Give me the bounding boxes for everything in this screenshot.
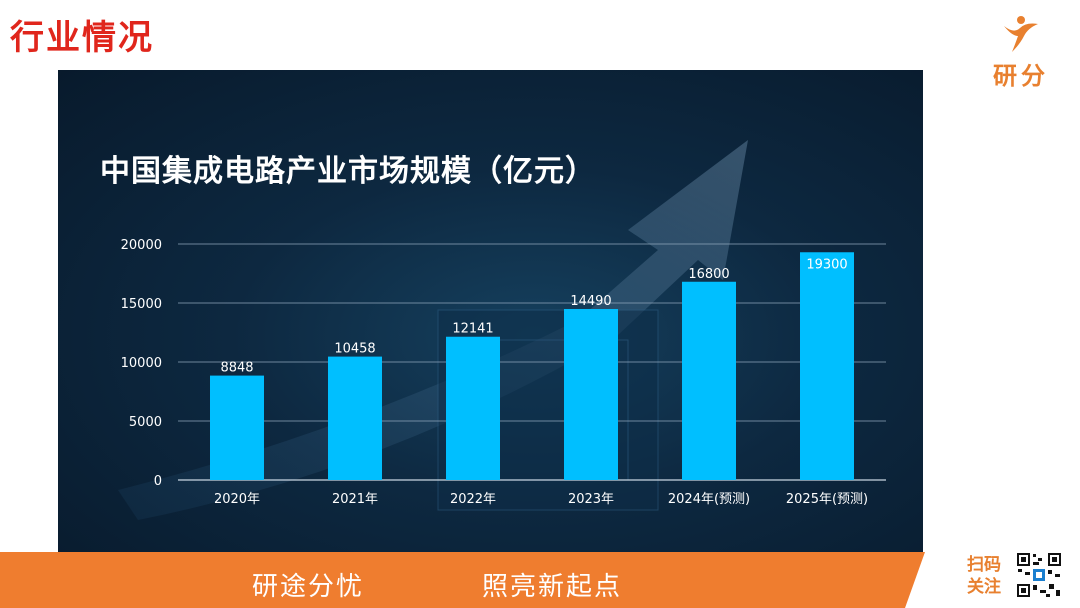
data-label: 12141 [452,322,493,337]
bar-chart: 0 5000 10000 15000 20000 8848 2020年 10458 2021年 1… [121,238,886,507]
y-tick-label: 15000 [121,297,162,312]
page-title: 行业情况 [10,18,154,58]
chart-panel: 中国集成电路产业市场规模（亿元） 0 5000 10000 15000 20000 884… [58,70,923,554]
bar [564,309,618,480]
x-tick-label: 2023年 [568,492,614,507]
x-tick-label: 2022年 [450,492,496,507]
data-label: 16800 [688,267,729,282]
y-tick-label: 5000 [129,415,162,430]
data-label: 19300 [806,257,847,272]
scan-follow-label: 扫码 关注 [962,554,1006,598]
y-tick-label: 10000 [121,356,162,371]
x-tick-label: 2020年 [214,492,260,507]
leaping-figure-logo-icon [1004,16,1038,52]
footer-band [0,552,1080,608]
slogan-left: 研途分忧 [252,572,365,602]
chart-title: 中国集成电路产业市场规模（亿元） [100,154,596,189]
x-tick-label: 2021年 [332,492,378,507]
brand-logo: 研分 [986,14,1056,90]
data-label: 10458 [334,342,375,357]
data-label: 8848 [220,361,253,376]
scan-line-2: 关注 [967,577,1001,597]
bar [328,356,382,480]
x-tick-label: 2025年(预测) [786,492,868,507]
bar [800,252,854,480]
data-label: 14490 [570,294,611,309]
y-tick-label: 0 [154,474,162,489]
slogan-right: 照亮新起点 [482,572,623,602]
qr-code-icon[interactable] [1016,552,1062,598]
scan-line-1: 扫码 [967,555,1001,575]
bar [210,375,264,480]
y-tick-label: 20000 [121,238,162,253]
bar [682,281,736,480]
brand-name: 研分 [993,62,1049,90]
x-tick-label: 2024年(预测) [668,492,750,507]
bar [446,336,500,480]
